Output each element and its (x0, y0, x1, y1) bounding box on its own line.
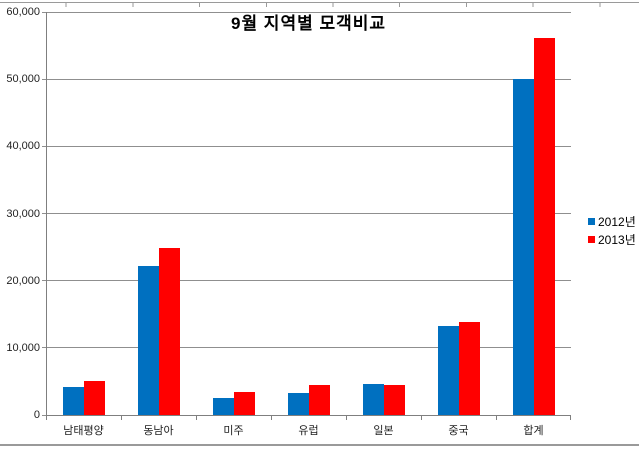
y-axis-label: 10,000 (6, 341, 40, 354)
worksheet-top-border (0, 2, 639, 3)
y-axis-tick (42, 11, 46, 13)
plot-area: 0 10,000 20,000 30,000 40,000 50,000 60,000 남태평… (6, 6, 571, 437)
bar-2012년-유럽 (287, 392, 309, 415)
x-axis-tick (271, 416, 272, 420)
y-axis-tick (42, 145, 46, 147)
gridline (46, 280, 571, 282)
bar-2013년-중국 (458, 321, 480, 415)
legend-swatch-2013-icon (588, 235, 595, 243)
bar-2012년-미주 (212, 397, 234, 415)
gridline (46, 78, 571, 80)
bar-2013년-동남아 (158, 247, 180, 415)
bar-2013년-일본 (383, 385, 405, 415)
x-axis-tick (421, 416, 422, 420)
x-axis-tick (196, 416, 197, 420)
y-axis-tick (42, 414, 46, 416)
x-axis-label: 미주 (223, 425, 244, 437)
bar-2012년-남태평양 (62, 387, 84, 415)
x-axis-tick (121, 416, 122, 420)
y-axis-label: 50,000 (6, 73, 40, 86)
bar-2012년-일본 (362, 384, 384, 415)
x-axis-tick (346, 416, 347, 420)
legend: 2012년 2013년 (588, 212, 636, 248)
worksheet-bottom-border (0, 444, 639, 446)
legend-label-2012: 2012년 (598, 214, 636, 229)
x-axis-line (46, 415, 571, 416)
y-axis-tick (42, 280, 46, 282)
bar-2013년-남태평양 (83, 380, 105, 415)
bar-2013년-미주 (233, 392, 255, 415)
x-axis-label: 일본 (373, 425, 394, 437)
gridline (46, 213, 571, 214)
worksheet-column-ticks (0, 3, 639, 7)
bar-2012년-중국 (437, 326, 459, 415)
y-axis-label: 60,000 (6, 6, 40, 18)
chart-title: 9월 지역별 모객비교 (230, 14, 387, 33)
y-axis-label: 30,000 (6, 207, 40, 220)
bar-2012년-합계 (512, 78, 534, 415)
y-axis-tick (42, 78, 46, 80)
x-axis-label: 중국 (448, 425, 469, 437)
x-axis-label: 합계 (523, 425, 544, 437)
y-axis-tick (42, 213, 46, 214)
legend-label-2013: 2013년 (598, 232, 636, 247)
y-axis-label: 0 (33, 409, 40, 421)
legend-item-2013: 2013년 (588, 230, 636, 248)
y-axis-label: 20,000 (6, 274, 40, 287)
bar-2013년-유럽 (308, 384, 330, 415)
legend-item-2012: 2012년 (588, 212, 636, 230)
y-axis-label: 40,000 (6, 140, 40, 153)
gridline (46, 145, 571, 147)
x-axis-tick (570, 416, 571, 420)
y-axis-line (46, 12, 47, 415)
gridline (46, 11, 571, 13)
bar-2012년-동남아 (137, 265, 159, 415)
legend-swatch-2012-icon (588, 217, 595, 225)
gridline (46, 347, 571, 349)
x-axis-label: 유럽 (298, 425, 319, 437)
x-axis-label: 동남아 (143, 425, 174, 437)
x-axis-label: 남태평양 (63, 425, 104, 437)
bar-2013년-합계 (533, 37, 555, 415)
x-axis-tick (46, 416, 47, 420)
y-axis-tick (42, 347, 46, 349)
x-axis-tick (496, 416, 497, 420)
